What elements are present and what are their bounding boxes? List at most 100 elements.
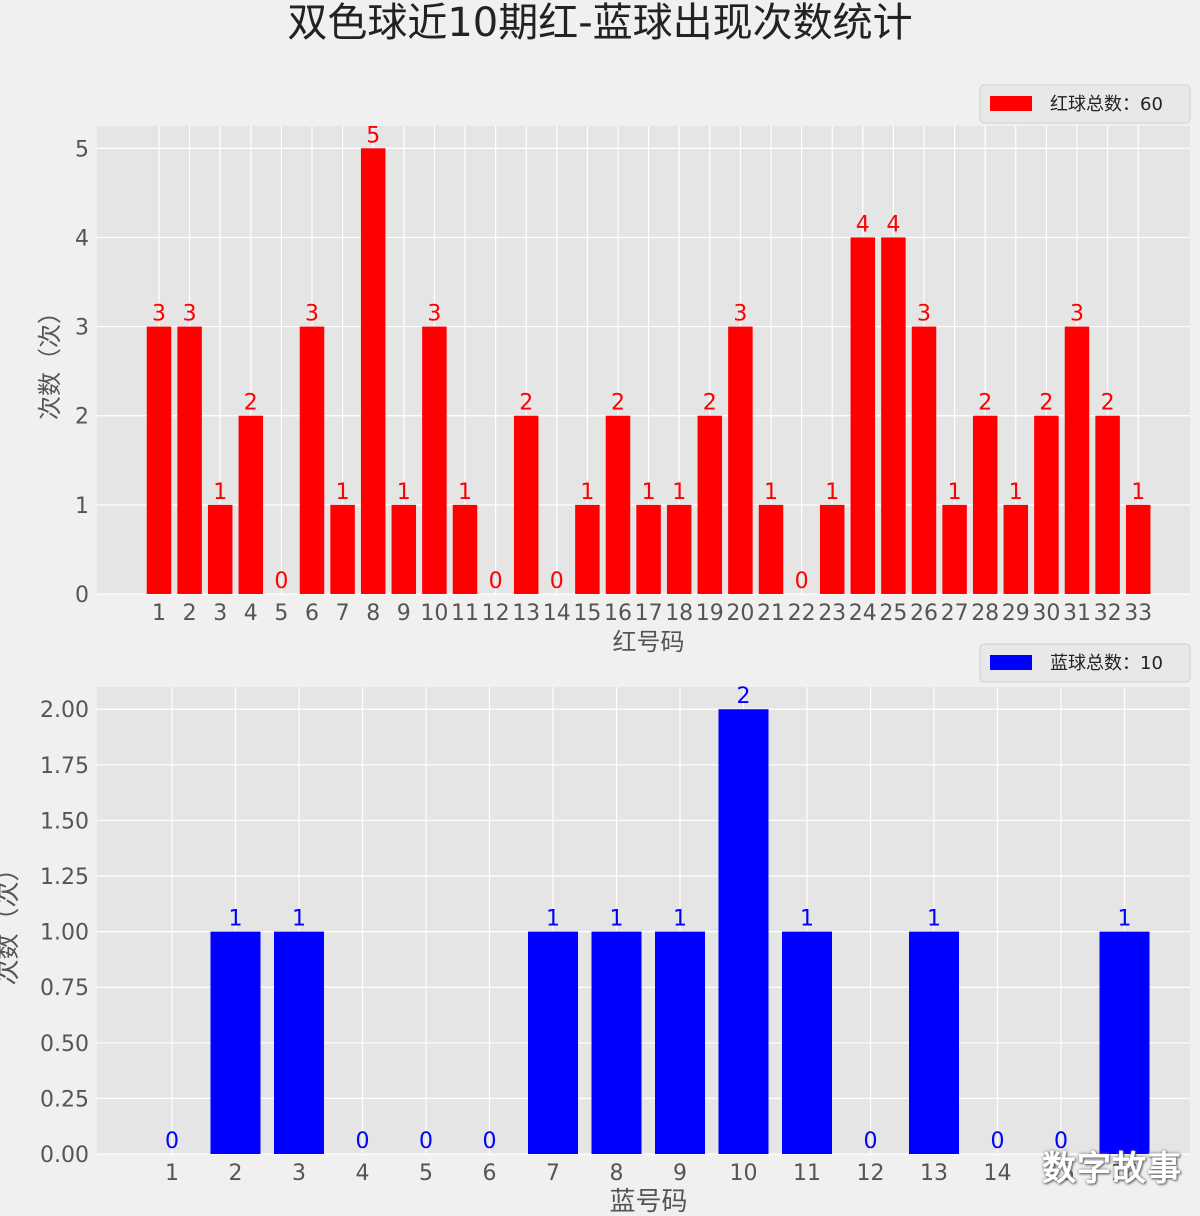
red-x-tick-label: 33 xyxy=(1124,601,1152,626)
blue-data-label: 1 xyxy=(229,907,243,932)
red-data-label: 1 xyxy=(580,480,594,505)
blue-data-label: 1 xyxy=(673,907,687,932)
red-data-label: 0 xyxy=(550,569,564,594)
red-bar xyxy=(819,504,845,594)
red-bar xyxy=(636,504,661,594)
blue-y-tick-label: 0.00 xyxy=(40,1143,89,1168)
red-bar xyxy=(299,326,325,594)
red-data-label: 1 xyxy=(458,480,472,505)
red-x-axis-label: 红号码 xyxy=(613,628,685,656)
red-bar xyxy=(177,326,202,594)
red-data-label: 2 xyxy=(978,391,992,416)
blue-data-label: 2 xyxy=(737,684,751,709)
red-bar xyxy=(942,504,967,594)
red-bar xyxy=(605,415,631,594)
blue-y-tick-label: 2.00 xyxy=(40,698,89,723)
red-bar xyxy=(850,237,876,594)
red-data-label: 2 xyxy=(1101,391,1115,416)
blue-x-tick-label: 1 xyxy=(165,1161,179,1186)
red-bar xyxy=(391,504,417,594)
red-data-label: 2 xyxy=(611,391,625,416)
blue-x-axis-label: 蓝号码 xyxy=(609,1187,687,1216)
blue-bar xyxy=(909,931,959,1154)
red-data-label: 0 xyxy=(795,569,809,594)
red-data-label: 1 xyxy=(336,480,350,505)
blue-bar xyxy=(210,931,261,1154)
red-legend-swatch xyxy=(990,96,1032,111)
blue-data-label: 1 xyxy=(546,907,560,932)
red-x-tick-label: 29 xyxy=(1002,601,1030,626)
red-x-tick-label: 6 xyxy=(305,601,319,626)
red-data-label: 3 xyxy=(152,302,166,327)
red-y-tick-label: 1 xyxy=(75,494,89,519)
red-x-tick-label: 32 xyxy=(1094,601,1122,626)
blue-y-tick-label: 1.50 xyxy=(40,809,89,834)
red-x-tick-label: 19 xyxy=(696,601,724,626)
red-x-tick-label: 2 xyxy=(183,601,197,626)
red-data-label: 2 xyxy=(519,391,533,416)
blue-x-tick-label: 14 xyxy=(984,1161,1012,1186)
red-data-label: 3 xyxy=(1070,302,1084,327)
red-y-tick-label: 5 xyxy=(75,137,89,162)
red-data-label: 1 xyxy=(397,480,411,505)
red-bar xyxy=(238,415,264,594)
blue-legend-label: 蓝球总数：10 xyxy=(1050,653,1163,674)
blue-x-tick-label: 11 xyxy=(793,1161,821,1186)
blue-x-tick-label: 10 xyxy=(730,1161,758,1186)
red-data-label: 1 xyxy=(825,480,839,505)
red-x-tick-label: 17 xyxy=(635,601,663,626)
red-bar xyxy=(911,326,937,594)
blue-data-label: 0 xyxy=(356,1129,370,1154)
blue-y-tick-label: 0.75 xyxy=(40,976,89,1001)
red-bar xyxy=(758,504,784,594)
blue-data-label: 1 xyxy=(927,907,941,932)
blue-x-tick-label: 5 xyxy=(419,1161,433,1186)
red-data-label: 3 xyxy=(427,302,441,327)
blue-y-tick-label: 1.00 xyxy=(40,921,89,946)
red-data-label: 4 xyxy=(856,212,870,237)
red-x-tick-label: 14 xyxy=(543,601,571,626)
blue-data-label: 0 xyxy=(419,1129,433,1154)
red-bar xyxy=(972,415,998,594)
blue-data-label: 1 xyxy=(800,907,814,932)
chart-title: 双色球近10期红-蓝球出现次数统计 xyxy=(287,0,913,46)
red-bar xyxy=(513,415,539,594)
red-x-tick-label: 30 xyxy=(1032,601,1060,626)
red-bar xyxy=(1064,326,1090,594)
red-data-label: 2 xyxy=(703,391,717,416)
red-bar xyxy=(1095,415,1120,594)
red-bar xyxy=(728,326,753,594)
red-data-label: 3 xyxy=(183,302,197,327)
blue-y-tick-label: 0.50 xyxy=(40,1032,89,1057)
red-x-tick-label: 1 xyxy=(152,601,166,626)
red-data-label: 1 xyxy=(764,480,778,505)
red-x-tick-label: 13 xyxy=(512,601,540,626)
red-x-tick-label: 15 xyxy=(573,601,601,626)
blue-legend-box xyxy=(979,643,1191,683)
blue-data-label: 1 xyxy=(292,907,306,932)
blue-bar xyxy=(528,931,578,1154)
red-data-label: 3 xyxy=(305,302,319,327)
red-x-tick-label: 23 xyxy=(818,601,846,626)
red-y-axis-label: 次数（次） xyxy=(36,300,64,420)
blue-x-tick-label: 13 xyxy=(920,1161,948,1186)
blue-y-tick-label: 1.25 xyxy=(40,865,89,890)
blue-bar xyxy=(274,931,324,1154)
red-y-tick-label: 0 xyxy=(75,583,89,608)
red-x-tick-label: 9 xyxy=(397,601,411,626)
red-x-tick-label: 7 xyxy=(336,601,350,626)
red-data-label: 1 xyxy=(213,480,227,505)
red-bar xyxy=(422,326,447,594)
blue-x-tick-label: 16 xyxy=(1111,1161,1139,1186)
red-data-label: 0 xyxy=(274,569,288,594)
red-legend-label: 红球总数：60 xyxy=(1050,94,1163,115)
red-x-tick-label: 11 xyxy=(451,601,479,626)
blue-legend-swatch xyxy=(990,655,1032,670)
red-bar xyxy=(1125,504,1151,594)
blue-y-tick-label: 0.25 xyxy=(40,1087,89,1112)
red-bar xyxy=(207,504,233,594)
red-data-label: 1 xyxy=(948,480,962,505)
blue-data-label: 1 xyxy=(610,907,624,932)
blue-y-axis-label: 次数（次） xyxy=(0,855,23,985)
